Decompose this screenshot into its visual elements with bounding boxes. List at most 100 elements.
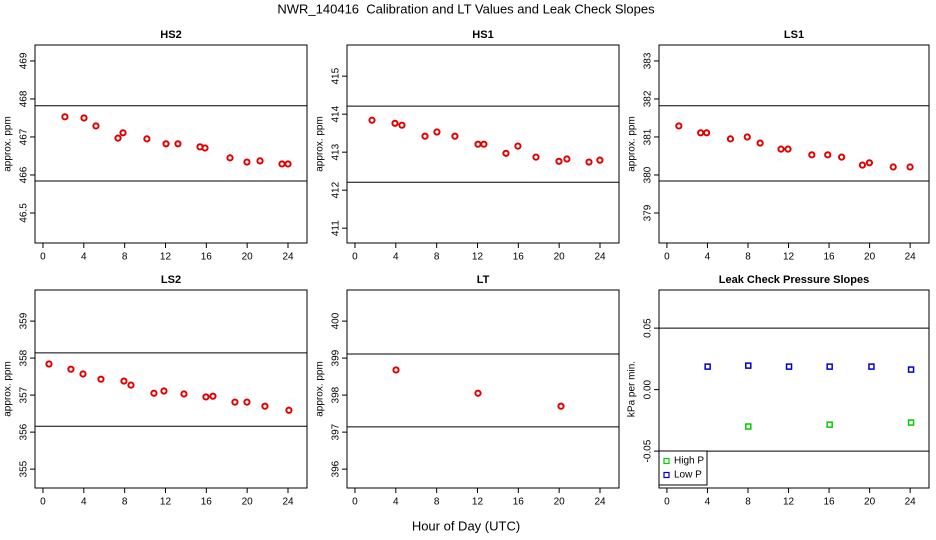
y-axis-label: approx. ppm — [627, 116, 638, 172]
panel-title: LS1 — [784, 29, 804, 41]
point — [231, 398, 239, 406]
x-tick-label: 0 — [352, 497, 358, 508]
y-tick-label: 411 — [331, 220, 342, 236]
point — [557, 402, 565, 410]
point — [502, 149, 510, 157]
x-tick-label: 8 — [434, 497, 440, 508]
x-tick-label: 24 — [905, 252, 917, 263]
point — [398, 121, 406, 129]
point — [162, 140, 170, 148]
point — [61, 113, 69, 121]
y-axis-label: kPa per min. — [627, 361, 638, 417]
point — [514, 142, 522, 150]
y-tick-label: 400 — [331, 312, 342, 329]
point — [697, 129, 705, 137]
point — [555, 157, 563, 165]
y-tick-label: 414 — [331, 105, 342, 122]
y-tick-label: 396 — [331, 460, 342, 477]
y-tick-label: 382 — [643, 90, 654, 107]
legend-swatch — [663, 471, 670, 479]
point — [743, 133, 751, 141]
point — [745, 423, 752, 430]
point — [858, 161, 867, 169]
point — [824, 151, 832, 159]
point — [127, 381, 135, 389]
x-tick-label: 0 — [664, 497, 670, 508]
point — [391, 119, 399, 127]
point — [285, 406, 293, 414]
y-tick-label: 357 — [19, 386, 30, 403]
y-tick-label: -0.05 — [643, 439, 654, 462]
point — [703, 129, 711, 137]
y-tick-label: 380 — [643, 166, 654, 183]
y-tick-label: 0.05 — [643, 318, 654, 338]
y-tick-label: 356 — [19, 423, 30, 440]
legend-swatch — [663, 457, 670, 465]
y-axis-label: approx. ppm — [3, 361, 14, 417]
x-tick-label: 16 — [201, 497, 213, 508]
point — [596, 156, 604, 164]
x-tick-label: 0 — [664, 252, 670, 263]
x-tick-label: 20 — [242, 497, 254, 508]
y-tick-label: 381 — [643, 128, 654, 145]
x-tick-label: 16 — [824, 497, 836, 508]
point — [865, 159, 874, 167]
point — [421, 132, 429, 140]
y-axis-label: approx. ppm — [3, 116, 14, 172]
x-tick-label: 20 — [864, 252, 876, 263]
y-tick-label: 398 — [331, 386, 342, 403]
point — [174, 140, 182, 148]
point — [532, 153, 540, 161]
plot-frame — [658, 289, 930, 489]
point — [675, 122, 683, 130]
point — [784, 145, 792, 153]
x-tick-label: 20 — [554, 497, 566, 508]
y-tick-label: 412 — [331, 181, 342, 198]
y-tick-label: 415 — [331, 67, 342, 84]
y-axis-label: approx. ppm — [315, 361, 326, 417]
y-tick-label: 383 — [643, 52, 654, 69]
y-tick-label: 397 — [331, 423, 342, 440]
x-tick-label: 12 — [783, 252, 795, 263]
x-tick-label: 4 — [393, 497, 399, 508]
x-tick-label: 0 — [40, 252, 46, 263]
panel-title: Leak Check Pressure Slopes — [719, 274, 869, 286]
y-tick-label: 399 — [331, 349, 342, 366]
point — [256, 157, 264, 165]
point — [868, 363, 875, 370]
x-tick-label: 24 — [282, 497, 294, 508]
x-tick-label: 12 — [783, 497, 795, 508]
point — [585, 158, 593, 166]
figure-title: NWR_140416 Calibration and LT Values and… — [277, 1, 655, 16]
y-tick-label: 0.00 — [643, 379, 654, 399]
plot-frame — [658, 44, 930, 244]
point — [785, 363, 793, 370]
point — [120, 377, 128, 385]
plot-frame — [34, 289, 308, 489]
legend-label: High P — [674, 456, 704, 467]
x-tick-label: 12 — [160, 497, 172, 508]
point — [284, 160, 292, 168]
point — [97, 375, 105, 383]
x-tick-label: 12 — [472, 497, 484, 508]
point — [243, 158, 251, 166]
point — [907, 419, 915, 426]
x-tick-label: 4 — [81, 252, 87, 263]
y-tick-label: 413 — [331, 143, 342, 160]
point — [80, 114, 88, 122]
x-axis-label: Hour of Day (UTC) — [412, 518, 520, 533]
point — [45, 360, 53, 368]
panel-title: LT — [477, 274, 490, 286]
point — [906, 163, 914, 171]
x-tick-label: 8 — [745, 497, 751, 508]
y-tick-label: 46.5 — [19, 203, 30, 223]
point — [226, 154, 234, 162]
point — [160, 387, 168, 395]
panel-title: LS2 — [161, 274, 181, 286]
y-tick-label: 379 — [643, 204, 654, 221]
point — [474, 140, 482, 148]
point — [826, 421, 833, 428]
y-tick-label: 355 — [19, 460, 30, 477]
point — [150, 389, 158, 397]
